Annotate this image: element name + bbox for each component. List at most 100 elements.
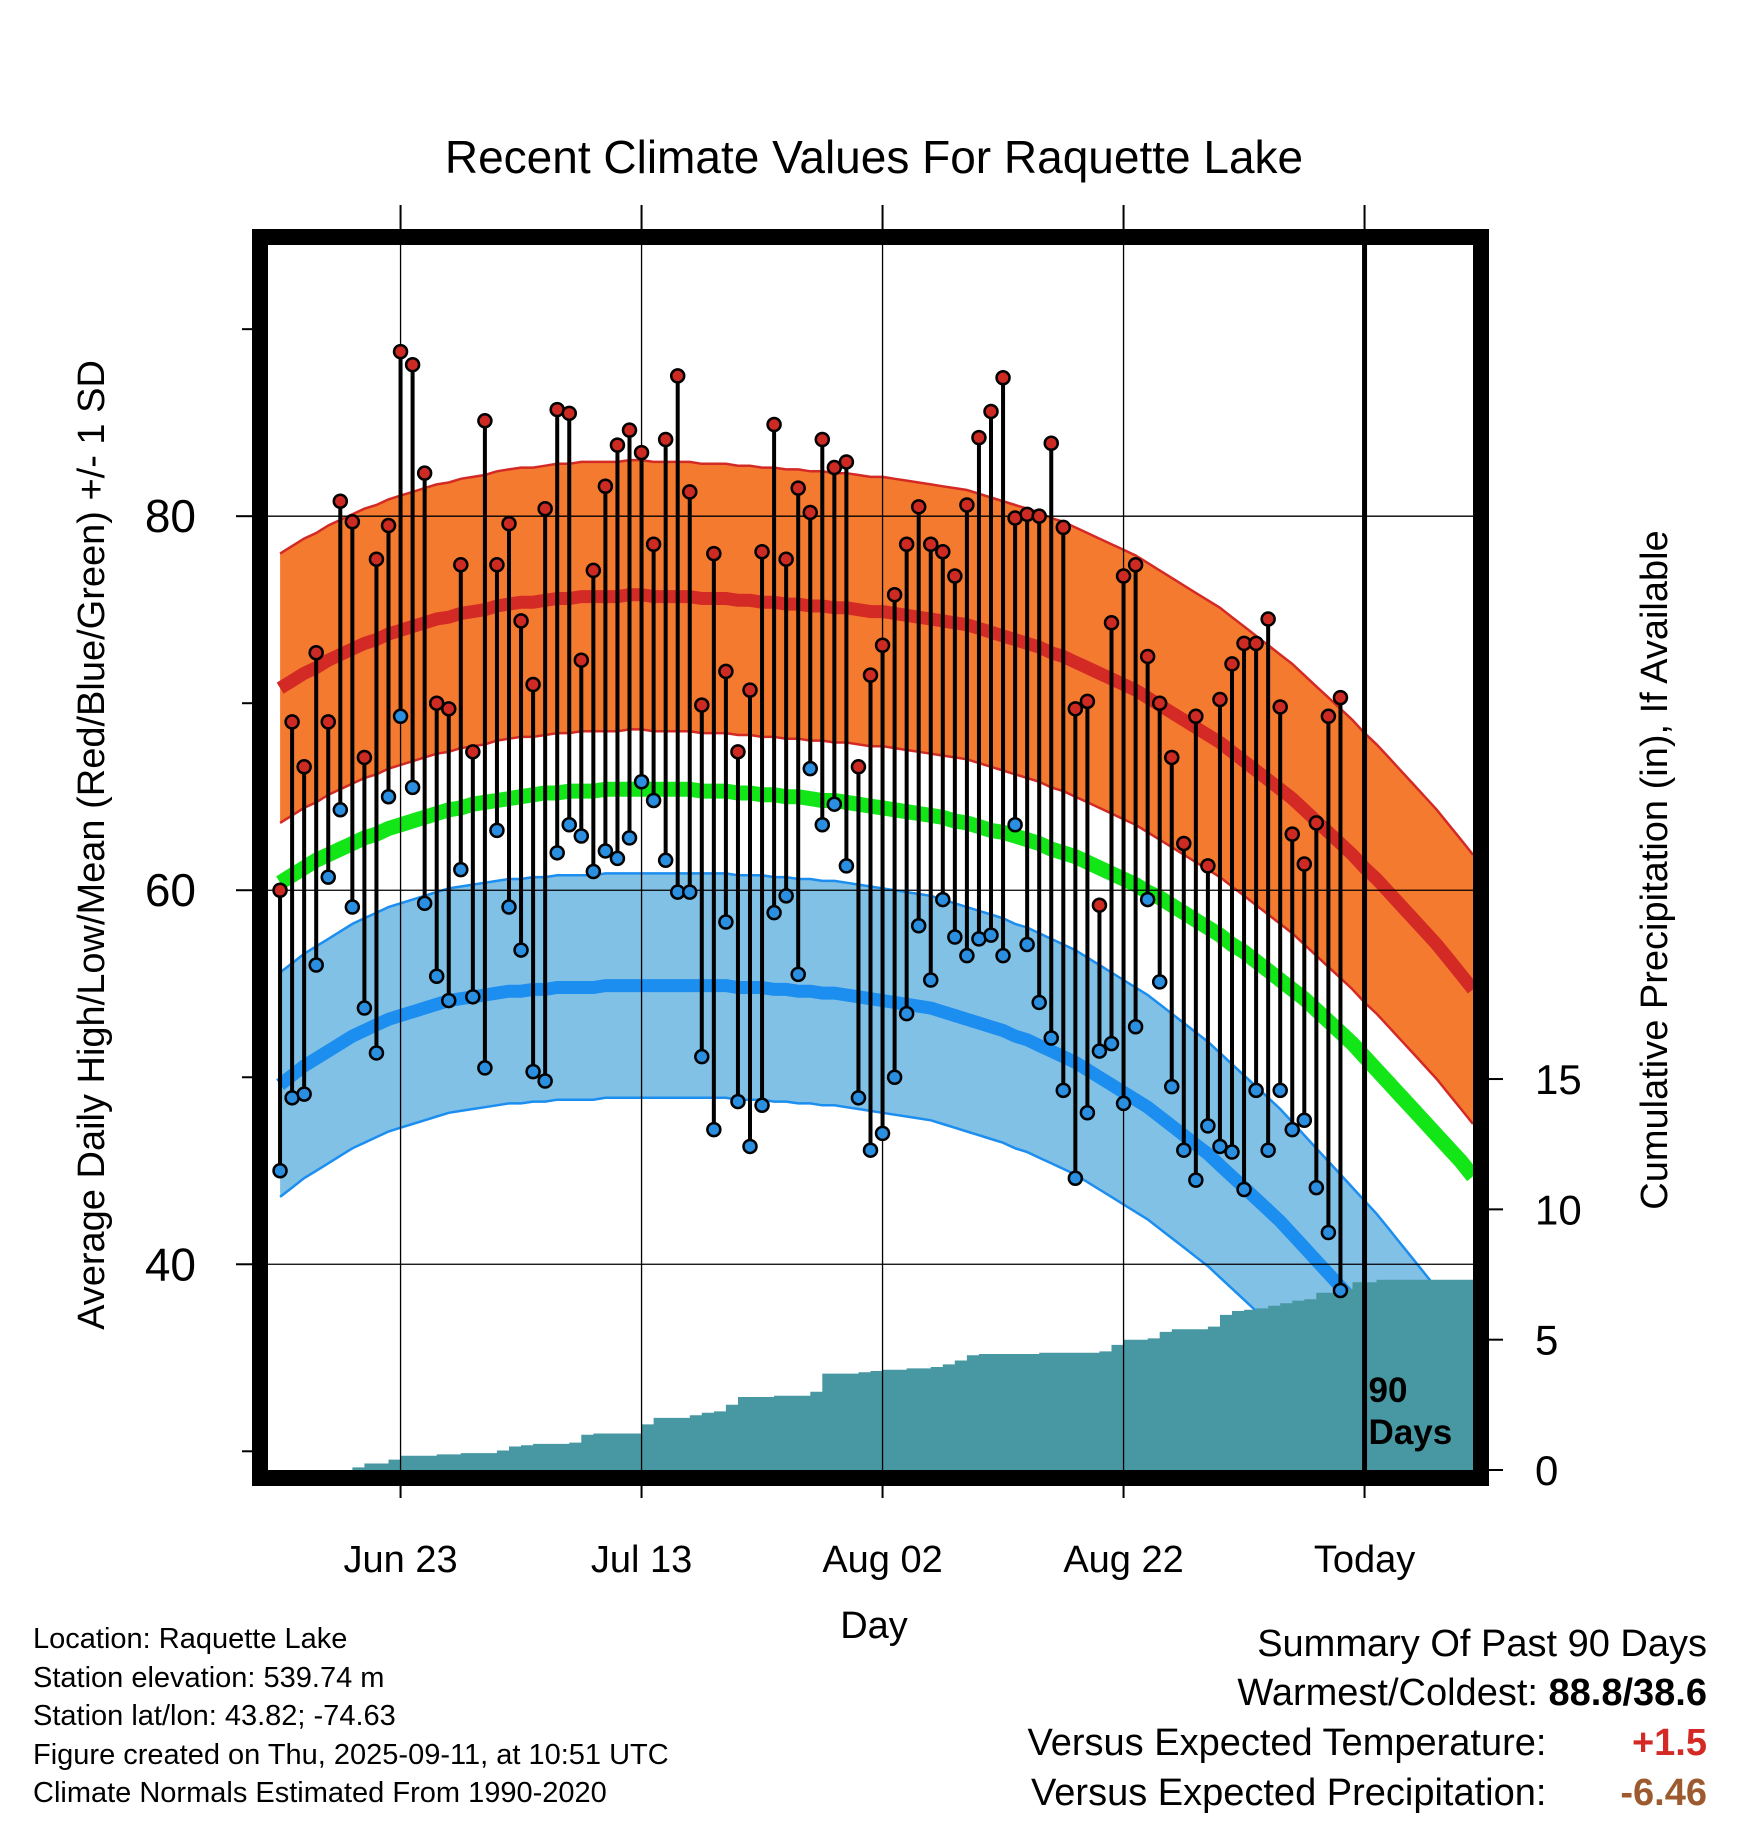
observed-low-point <box>790 966 806 983</box>
observed-low-point <box>272 1163 288 1179</box>
observed-low-point <box>1320 1224 1337 1241</box>
observed-high-point <box>1296 856 1313 872</box>
observed-low-point <box>730 1093 746 1110</box>
observed-low-point <box>959 947 975 964</box>
observed-low-point <box>621 830 638 846</box>
y2-tick-label: 15 <box>1535 1056 1582 1103</box>
observed-high-point <box>344 514 361 530</box>
observed-low-point <box>1308 1179 1325 1196</box>
observed-low-point <box>1296 1112 1313 1129</box>
observed-low-point <box>1091 1043 1108 1059</box>
observed-high-point <box>489 557 505 573</box>
observed-high-point <box>706 545 722 562</box>
observed-high-point <box>1272 699 1288 715</box>
observed-high-point <box>1176 835 1192 852</box>
observed-high-point <box>416 465 433 481</box>
chart-title: Recent Climate Values For Raquette Lake <box>445 131 1303 183</box>
warmest-coldest-label: Warmest/Coldest: <box>1237 1672 1538 1714</box>
observed-low-point <box>308 957 324 973</box>
precip-value: -6.46 <box>1620 1772 1707 1814</box>
warmest-coldest-value: 88.8/38.6 <box>1548 1672 1707 1714</box>
observed-high-point <box>368 551 385 567</box>
observed-low-point <box>657 852 674 869</box>
observed-low-point <box>416 895 433 912</box>
observed-high-point <box>790 480 806 496</box>
observed-high-point <box>428 695 445 711</box>
observed-high-point <box>513 613 529 629</box>
observed-high-point <box>778 551 794 567</box>
observed-high-point <box>621 422 638 438</box>
observed-low-point <box>826 796 843 812</box>
observed-high-point <box>1127 557 1144 573</box>
observed-low-point <box>1031 994 1047 1011</box>
plot-clipped <box>268 245 1473 1470</box>
observed-low-point <box>923 972 939 988</box>
y-tick-label: 80 <box>145 490 196 542</box>
observed-low-point <box>1248 1082 1264 1099</box>
observed-low-point <box>368 1045 385 1061</box>
observed-low-point <box>947 929 963 945</box>
observed-high-point <box>1115 568 1132 584</box>
observed-low-point <box>1272 1082 1288 1099</box>
elevation-text: Station elevation: 539.74 m <box>33 1661 385 1694</box>
observed-high-point <box>886 586 903 603</box>
today-days-label-line: Days <box>1369 1413 1453 1452</box>
observed-low-point <box>1164 1078 1180 1095</box>
station-info: Location: Raquette Lake Station elevatio… <box>33 1620 669 1813</box>
today-days-label-line: 90 <box>1369 1371 1408 1410</box>
observed-high-point <box>284 714 300 730</box>
observed-low-point <box>1055 1082 1072 1099</box>
observed-high-point <box>959 497 975 513</box>
observed-high-point <box>1212 691 1228 708</box>
observed-low-point <box>935 891 951 908</box>
x-tick-label: Jul 13 <box>591 1539 692 1581</box>
observed-high-point <box>1031 508 1047 524</box>
observed-low-point <box>561 817 577 833</box>
observed-high-point <box>501 515 517 532</box>
observed-low-point <box>706 1121 722 1138</box>
observed-low-point <box>633 774 650 790</box>
observed-low-point <box>983 927 999 943</box>
observed-high-point <box>585 562 602 579</box>
observed-high-point <box>1248 635 1264 652</box>
observed-high-point <box>850 759 867 775</box>
y2-tick-label: 10 <box>1535 1186 1582 1233</box>
observed-low-point <box>778 888 794 904</box>
observed-low-point <box>392 708 409 725</box>
observed-high-point <box>392 343 409 360</box>
x-tick-label: Today <box>1314 1539 1415 1581</box>
observed-low-point <box>477 1060 493 1076</box>
today-days-label: 90 Days <box>1369 1371 1453 1452</box>
summary-panel: Summary Of Past 90 Days Warmest/Coldest:… <box>1028 1620 1707 1818</box>
observed-high-point <box>657 431 674 448</box>
observed-low-point <box>428 968 445 985</box>
observed-high-point <box>404 356 421 373</box>
observed-low-point <box>1139 891 1156 908</box>
observed-low-point <box>1151 974 1168 990</box>
observed-low-point <box>465 989 481 1005</box>
x-tick-label: Jun 23 <box>344 1539 458 1581</box>
temp-label: Versus Expected Temperature: <box>1027 1722 1547 1764</box>
normal-mean-line <box>276 781 1473 1182</box>
observed-high-point <box>1091 897 1108 913</box>
observed-low-point <box>513 942 529 958</box>
observed-low-point <box>1284 1121 1300 1138</box>
observed-high-point <box>754 543 770 560</box>
observed-low-point <box>1043 1030 1059 1046</box>
observed-high-point <box>682 484 698 500</box>
observed-low-point <box>344 899 361 915</box>
cumulative-precip-area <box>280 1279 1473 1470</box>
observed-high-point <box>1164 749 1180 766</box>
observed-high-point <box>1284 826 1300 842</box>
observed-low-point <box>910 918 927 934</box>
observed-high-point <box>525 676 541 693</box>
y-axis-label: Average Daily High/Low/Mean (Red/Blue/Gr… <box>71 360 113 1330</box>
observed-low-point <box>1067 1170 1084 1186</box>
observed-low-point <box>886 1069 903 1086</box>
normals-text: Climate Normals Estimated From 1990-2020 <box>33 1777 607 1809</box>
observed-high-point <box>1055 519 1072 536</box>
observed-high-point <box>1151 695 1168 711</box>
observed-high-point <box>874 637 891 653</box>
observed-low-point <box>320 869 336 885</box>
